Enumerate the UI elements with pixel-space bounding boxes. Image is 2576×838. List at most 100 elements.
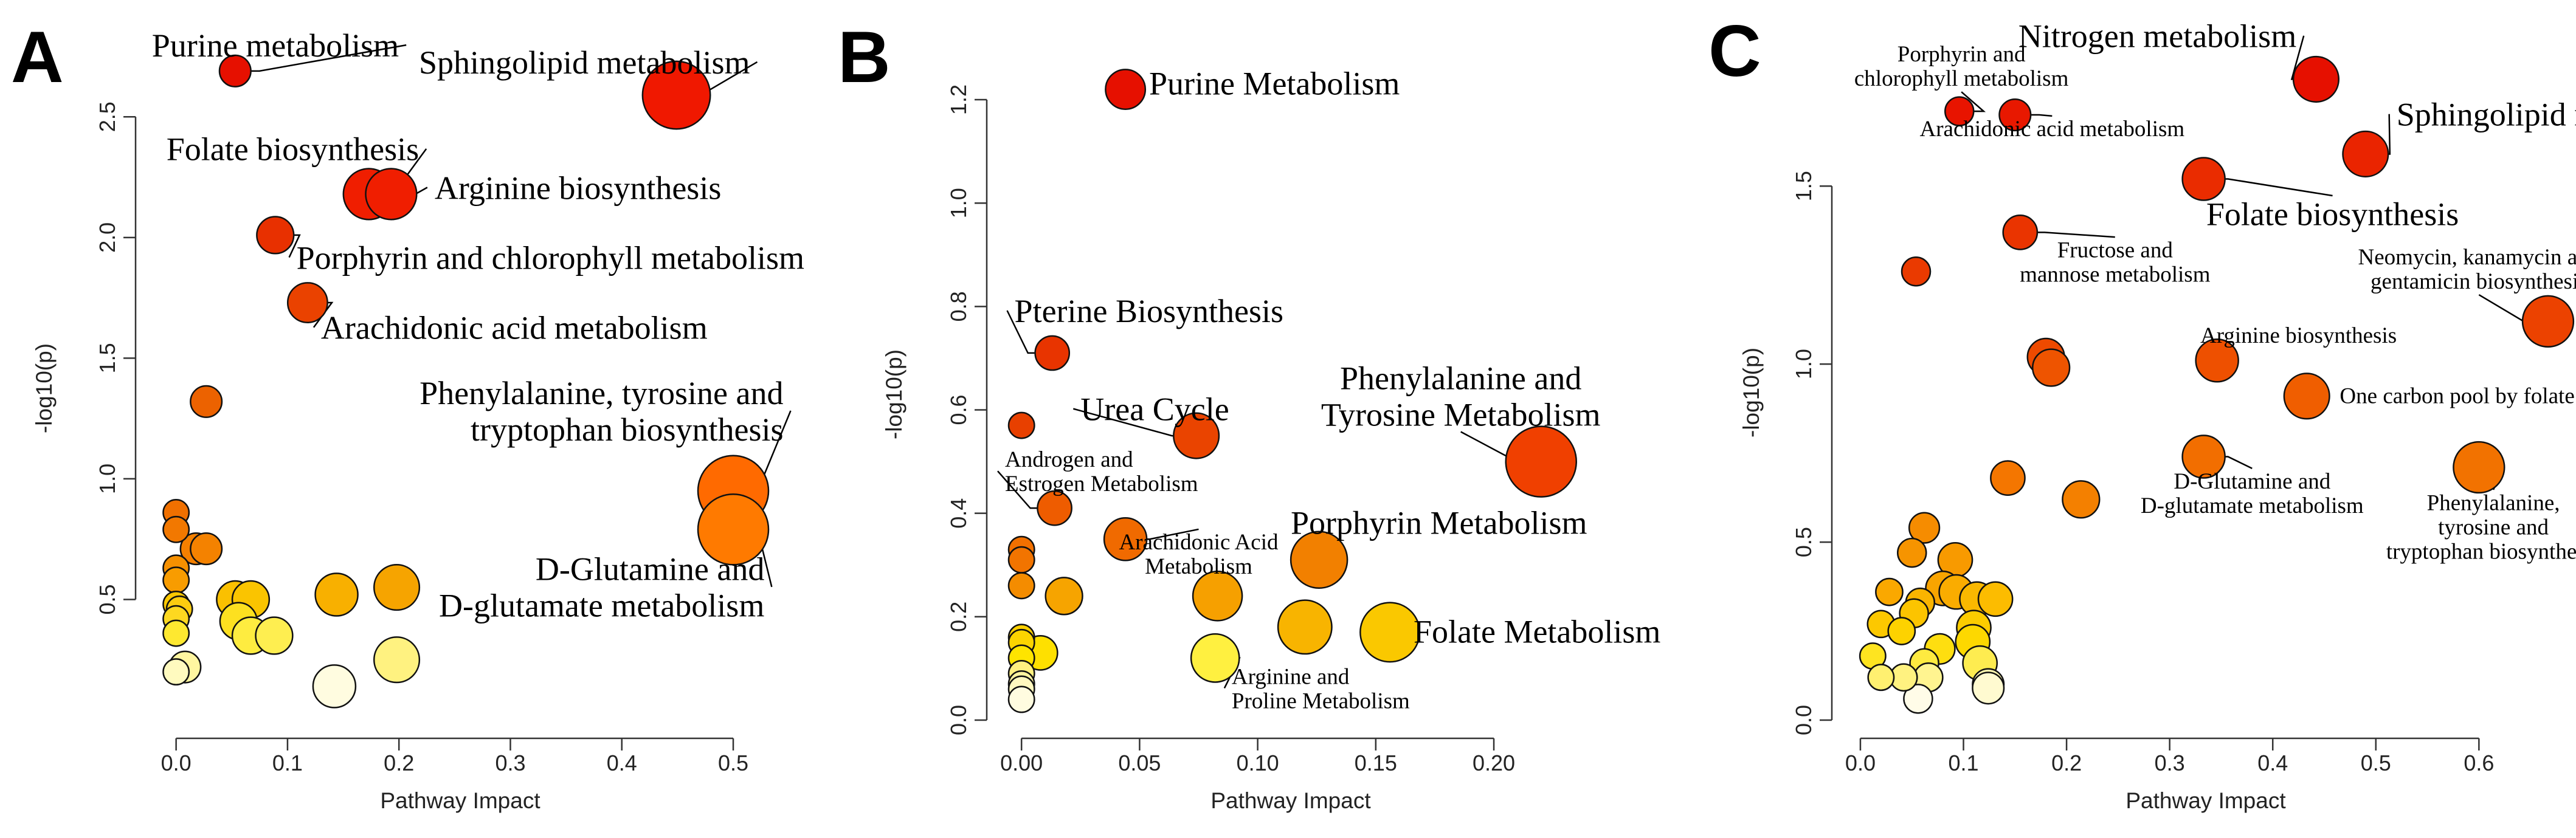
- pathway-point[interactable]: [1896, 537, 1927, 568]
- y-tick-label: 0.2: [946, 602, 971, 632]
- pathway-point[interactable]: [1887, 617, 1916, 645]
- pathway-point[interactable]: [1908, 512, 1941, 544]
- pathway-point[interactable]: [1944, 96, 1975, 126]
- x-tick-label: 0.4: [2257, 750, 2288, 775]
- pathway-point[interactable]: [1190, 633, 1240, 683]
- pathway-point[interactable]: [255, 616, 294, 655]
- pathway-point[interactable]: [1105, 69, 1147, 110]
- pathway-point[interactable]: [2521, 295, 2575, 348]
- pathway-point[interactable]: [256, 216, 295, 255]
- pathway-point[interactable]: [1972, 671, 2005, 705]
- pathway-point[interactable]: [1875, 577, 1904, 606]
- pathway-point[interactable]: [1034, 335, 1071, 371]
- x-axis-label: Pathway Impact: [1210, 788, 1371, 813]
- pathway-point[interactable]: [218, 54, 252, 88]
- pathway-point[interactable]: [314, 572, 359, 617]
- annotation-line: Androgen and: [1005, 447, 1133, 472]
- pathway-point[interactable]: [190, 385, 223, 418]
- x-tick-label: 0.5: [2361, 750, 2391, 775]
- pathway-point[interactable]: [1192, 571, 1243, 622]
- y-tick-label: 1.0: [1791, 349, 1816, 379]
- pathway-point[interactable]: [1977, 581, 2014, 617]
- pathway-point[interactable]: [1903, 684, 1933, 714]
- pathway-point[interactable]: [1007, 411, 1035, 439]
- annotation-line: chlorophyll metabolism: [1854, 66, 2069, 91]
- annotation-line: Nitrogen metabolism: [2018, 18, 2296, 55]
- y-axis-label: -log10(p): [1739, 348, 1764, 438]
- x-tick-label: 0.0: [161, 750, 192, 775]
- pathway-point[interactable]: [1007, 685, 1035, 713]
- pathway-point[interactable]: [2062, 480, 2101, 519]
- pathway-point[interactable]: [162, 566, 190, 594]
- panel-letter: A: [11, 16, 64, 98]
- annotation-line: Arachidonic acid metabolism: [321, 310, 708, 346]
- pathway-point[interactable]: [1277, 599, 1333, 655]
- pathway-point[interactable]: [1990, 460, 2026, 496]
- pathway-annotation: Nitrogen metabolism: [2018, 18, 2296, 55]
- annotation-line: Proline Metabolism: [1232, 689, 1410, 713]
- y-tick-label: 0.6: [946, 395, 971, 425]
- pathway-point[interactable]: [162, 515, 190, 543]
- y-tick-label: 2.5: [95, 101, 120, 132]
- annotation-line: tryptophan biosynthesis: [471, 411, 783, 448]
- pathway-point[interactable]: [312, 664, 357, 709]
- pathway-point[interactable]: [2181, 434, 2226, 479]
- x-tick-label: 0.0: [1845, 750, 1876, 775]
- pathway-annotation: Arachidonic Acid Metabolism: [1119, 530, 1279, 579]
- pathway-point[interactable]: [1173, 412, 1220, 459]
- x-tick-label: 0.3: [2155, 750, 2185, 775]
- pathway-point[interactable]: [2002, 215, 2039, 250]
- pathway-annotation: Phenylalanine and Tyrosine Metabolism: [1321, 360, 1601, 433]
- x-tick-label: 0.1: [272, 750, 303, 775]
- pathway-point[interactable]: [1007, 546, 1035, 574]
- annotation-line: D-Glutamine and: [536, 551, 764, 588]
- pathway-annotation: Porphyrin and chlorophyll metabolism: [297, 239, 804, 276]
- pathway-point[interactable]: [641, 60, 711, 130]
- pathway-point[interactable]: [2283, 373, 2330, 420]
- pathway-point[interactable]: [2195, 338, 2239, 383]
- annotation-line: D-glutamate metabolism: [2141, 493, 2364, 518]
- annotation-line: Purine metabolism: [152, 27, 399, 64]
- pathway-annotation: Porphyrin and chlorophyll metabolism: [1854, 42, 2069, 91]
- pathway-point[interactable]: [2453, 441, 2505, 494]
- pathway-annotation: Pterine Biosynthesis: [1015, 293, 1283, 329]
- pathway-point[interactable]: [373, 564, 421, 611]
- pathway-point[interactable]: [190, 532, 223, 566]
- pathway-annotation: Purine Metabolism: [1149, 66, 1400, 102]
- pathway-point[interactable]: [2032, 348, 2071, 387]
- pathway-annotation: Folate Metabolism: [1414, 613, 1660, 650]
- pathway-point[interactable]: [2342, 130, 2389, 178]
- y-tick-label: 1.5: [1791, 171, 1816, 201]
- pathway-annotation: Phenylalanine, tyrosine and tryptophan bi…: [420, 375, 783, 448]
- pathway-point[interactable]: [1901, 256, 1932, 287]
- pathway-annotation: Arachidonic acid metabolism: [1920, 117, 2185, 142]
- pathway-point[interactable]: [1867, 664, 1895, 692]
- pathway-point[interactable]: [1045, 577, 1083, 616]
- pathway-annotation: D-Glutamine and D-glutamate metabolism: [439, 551, 764, 624]
- pathway-point[interactable]: [1359, 602, 1421, 663]
- pathway-point[interactable]: [2181, 157, 2226, 201]
- pathway-point[interactable]: [2292, 55, 2339, 103]
- pathway-point[interactable]: [1505, 425, 1577, 498]
- pathway-point[interactable]: [1103, 517, 1148, 562]
- pathway-annotation: Arginine biosynthesis: [2200, 323, 2397, 348]
- y-tick-label: 0.0: [946, 705, 971, 735]
- pathway-point[interactable]: [697, 493, 770, 566]
- pathway-annotation: Arginine and Proline Metabolism: [1232, 664, 1410, 713]
- y-tick-label: 0.5: [1791, 527, 1816, 557]
- pathway-annotation: Fructose and mannose metabolism: [2020, 238, 2211, 287]
- pathway-point[interactable]: [1007, 572, 1035, 600]
- pathway-point[interactable]: [365, 168, 418, 221]
- pathway-point[interactable]: [373, 636, 421, 684]
- pathway-point[interactable]: [286, 282, 328, 323]
- pathway-point[interactable]: [162, 658, 190, 686]
- pathway-point[interactable]: [1998, 98, 2032, 132]
- pathway-point[interactable]: [1037, 490, 1072, 526]
- pathway-point[interactable]: [162, 619, 190, 647]
- pathway-annotation: Purine metabolism: [152, 27, 399, 64]
- annotation-line: Arachidonic acid metabolism: [1920, 117, 2185, 142]
- pathway-point[interactable]: [1290, 531, 1348, 589]
- x-tick-label: 0.2: [384, 750, 414, 775]
- x-axis-label: Pathway Impact: [2125, 788, 2286, 813]
- y-axis-label: -log10(p): [32, 343, 57, 433]
